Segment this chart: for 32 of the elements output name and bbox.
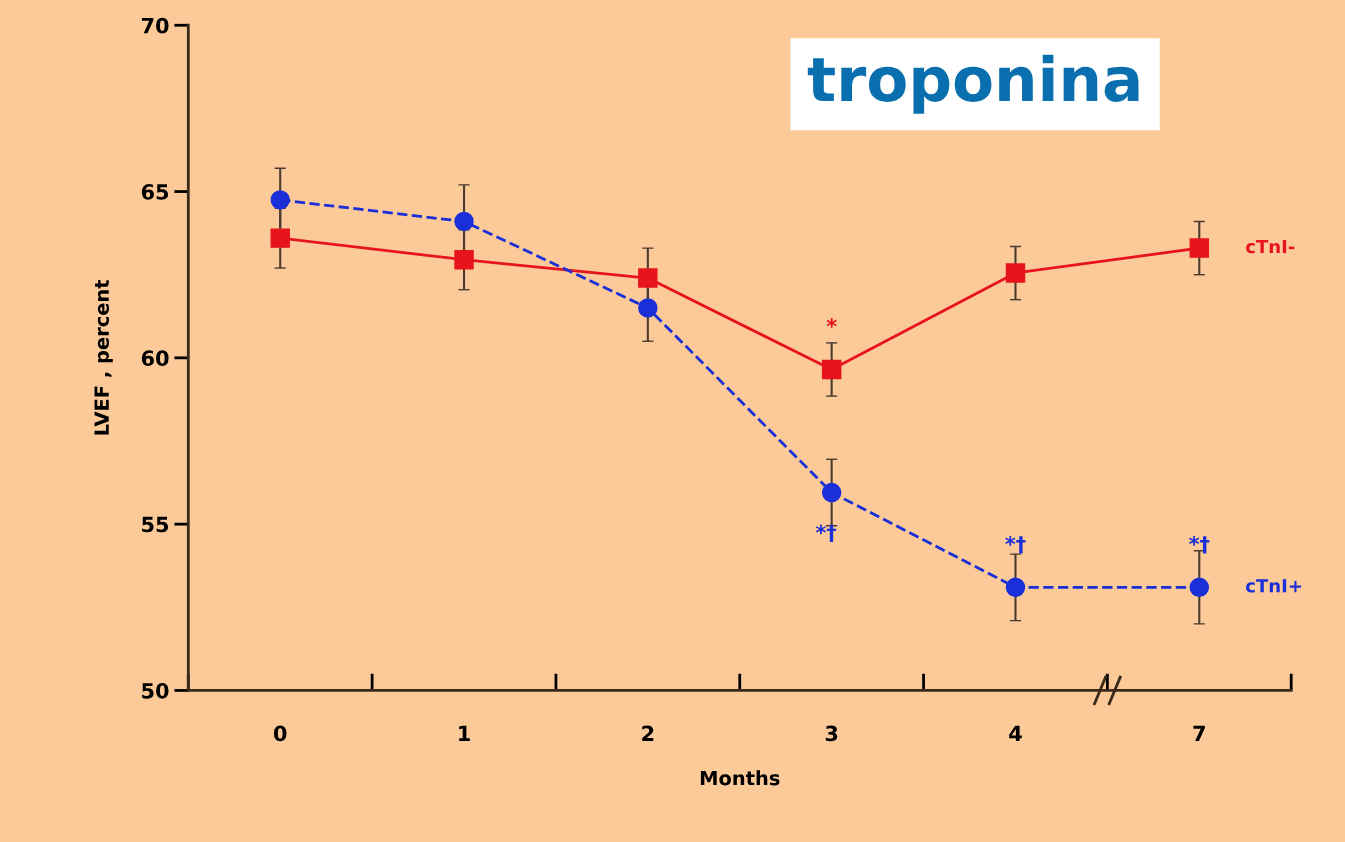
annotation: *† <box>1005 535 1026 554</box>
x-tick-label: 7 <box>1193 725 1205 741</box>
point <box>454 211 474 232</box>
x-axis-title: Months <box>700 770 780 786</box>
point <box>454 250 474 270</box>
point <box>1005 263 1026 283</box>
point <box>638 298 658 318</box>
point <box>821 482 842 503</box>
y-axis-title: LVEF , percent <box>94 279 113 435</box>
point <box>270 190 290 210</box>
point <box>1189 238 1210 258</box>
y-tick-label: 60 <box>141 350 169 367</box>
chart-title: troponina <box>807 54 1139 114</box>
y-tick-label: 65 <box>141 184 169 200</box>
text: cTnI- <box>1246 239 1295 254</box>
point <box>638 268 658 288</box>
point <box>1005 577 1026 598</box>
x-tick-label: 0 <box>273 725 287 742</box>
x-tick-label: 2 <box>642 725 654 741</box>
point <box>270 228 290 248</box>
y-tick-label: 55 <box>142 516 169 533</box>
x-tick-label: 1 <box>459 725 470 741</box>
point <box>821 359 842 380</box>
x-tick-label: 4 <box>1009 725 1022 741</box>
x-tick-label: 3 <box>825 725 838 742</box>
annotation: * <box>826 318 837 328</box>
annotation: *† <box>1189 535 1210 554</box>
text: cTnI+ <box>1246 579 1302 593</box>
y-tick-label: 70 <box>141 17 169 34</box>
point <box>1189 577 1210 598</box>
annotation: *† <box>815 524 837 542</box>
y-tick-label: 50 <box>142 682 169 699</box>
